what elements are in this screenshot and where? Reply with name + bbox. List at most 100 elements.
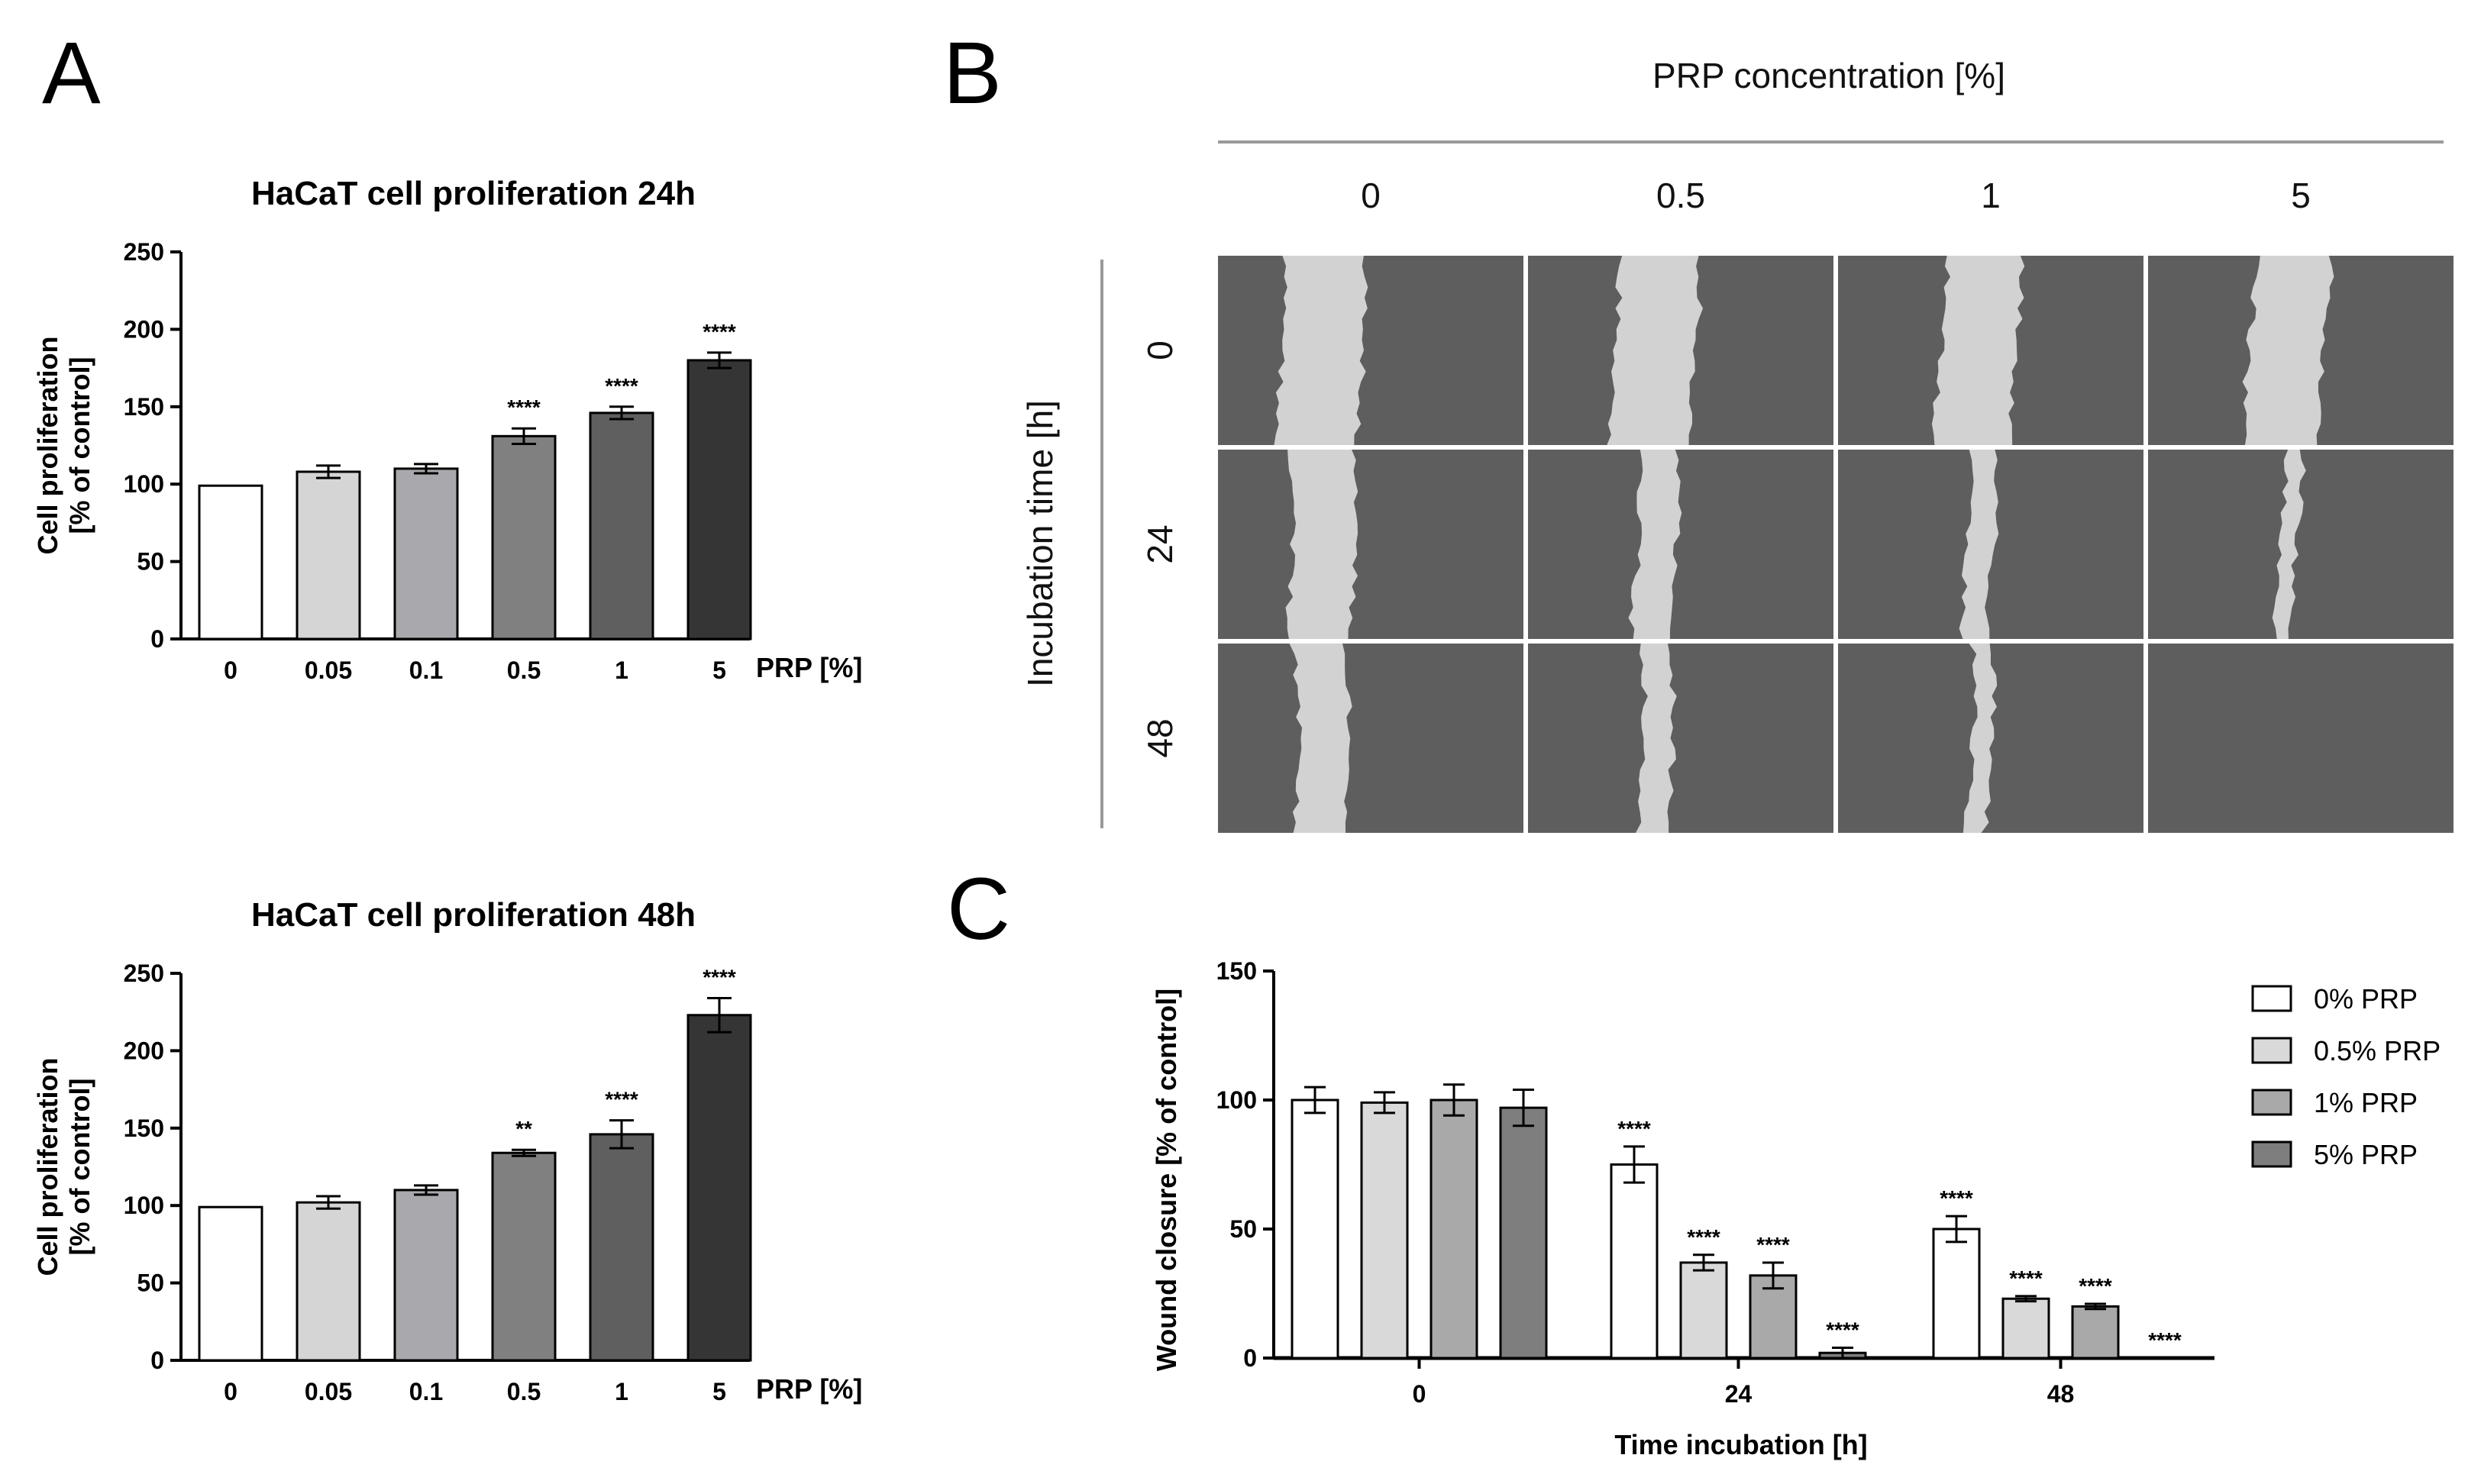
y-tick-label: 150 <box>124 393 164 421</box>
y-tick-label: 150 <box>1216 957 1257 985</box>
legend-label: 5% PRP <box>2314 1139 2418 1170</box>
y-tick-label: 0 <box>1243 1344 1257 1372</box>
y-tick-label: 150 <box>124 1115 164 1142</box>
legend-label: 0% PRP <box>2314 983 2418 1015</box>
y-tick-label: 50 <box>137 548 164 576</box>
significance-label: **** <box>1940 1186 1973 1210</box>
row-label: 0 <box>1140 340 1180 360</box>
wound-image-grid: PRP concentration [%] Incubation time [h]… <box>1020 56 2454 833</box>
wound-area <box>1931 256 2025 445</box>
row-label: 24 <box>1140 524 1180 563</box>
micrograph-cell <box>1218 644 1523 833</box>
micrograph-cell <box>1218 256 1523 445</box>
bar <box>2001 1297 2050 1360</box>
chart-wound-closure: 0 50 100 150 Wound closure [% of control] Tim… <box>1151 957 2441 1460</box>
micrograph-cell <box>2148 450 2454 639</box>
x-tick-label: 24 <box>1725 1380 1753 1408</box>
bar <box>589 411 654 640</box>
chart-title: HaCaT cell proliferation 48h <box>251 896 696 934</box>
significance-label: **** <box>1826 1318 1859 1341</box>
bar <box>393 1189 459 1362</box>
bar <box>686 359 752 640</box>
y-axis-label: [% of control] <box>64 357 95 534</box>
bar <box>198 484 263 640</box>
bar <box>1679 1261 1728 1360</box>
micrograph-cell <box>1528 450 1833 639</box>
panel-letter-c: C <box>947 860 1010 958</box>
y-axis-label: Cell proliferation <box>32 336 63 554</box>
column-label: 0.5 <box>1656 176 1705 215</box>
significance-label: **** <box>703 965 736 989</box>
y-tick-label: 0 <box>150 625 164 653</box>
wound-area <box>2272 450 2306 639</box>
column-axis-label: PRP concentration [%] <box>1652 56 2005 95</box>
bar <box>589 1133 654 1362</box>
x-axis-label: PRP [%] <box>756 1373 862 1405</box>
bar <box>296 470 361 640</box>
micrograph-cell <box>1218 450 1523 639</box>
significance-label: **** <box>507 395 541 419</box>
y-tick-label: 100 <box>124 470 164 498</box>
column-label: 0 <box>1361 176 1381 215</box>
x-tick-label: 0.05 <box>305 1378 352 1405</box>
x-tick-label: 0.05 <box>305 657 352 684</box>
y-tick-label: 0 <box>150 1347 164 1374</box>
significance-label: **** <box>703 320 736 344</box>
chart-title: HaCaT cell proliferation 24h <box>251 175 696 212</box>
x-tick-label: 0.1 <box>409 1378 443 1405</box>
significance-label: **** <box>605 1088 638 1111</box>
bar <box>198 1205 263 1362</box>
significance-label: **** <box>2009 1266 2043 1290</box>
legend-swatch <box>2251 1089 2292 1116</box>
x-tick-label: 5 <box>712 657 726 684</box>
x-tick-label: 1 <box>615 1378 628 1405</box>
significance-label: ** <box>515 1117 532 1140</box>
significance-label: **** <box>1756 1233 1790 1257</box>
wound-area <box>1607 256 1704 445</box>
x-tick-label: 0.5 <box>507 657 541 684</box>
x-tick-label: 0.1 <box>409 657 443 684</box>
bar <box>1291 1098 1339 1360</box>
x-tick-label: 0.5 <box>507 1378 541 1405</box>
bar <box>491 1151 557 1362</box>
x-tick-label: 48 <box>2047 1380 2075 1408</box>
significance-label: **** <box>2148 1328 2182 1352</box>
bar <box>686 1014 752 1362</box>
y-tick-label: 200 <box>124 1037 164 1064</box>
x-axis-label: Time incubation [h] <box>1614 1429 1867 1460</box>
column-label: 1 <box>1981 176 2001 215</box>
bar <box>1932 1228 1981 1360</box>
y-tick-label: 100 <box>1216 1086 1257 1114</box>
legend-swatch <box>2251 985 2292 1012</box>
y-tick-label: 100 <box>124 1192 164 1219</box>
wound-area <box>1636 644 1677 833</box>
significance-label: **** <box>605 374 638 398</box>
wound-area <box>1628 450 1682 639</box>
bar <box>1360 1101 1409 1360</box>
wound-area <box>1289 644 1352 833</box>
legend-label: 1% PRP <box>2314 1087 2418 1118</box>
micrograph-cell <box>1528 644 1833 833</box>
bar <box>2071 1305 2120 1360</box>
legend-swatch <box>2251 1037 2292 1064</box>
chart-proliferation-24h: HaCaT cell proliferation 24h050100150200… <box>32 175 862 684</box>
y-axis-label: Cell proliferation <box>32 1057 63 1276</box>
y-axis-label: [% of control] <box>64 1079 95 1256</box>
y-tick-label: 250 <box>124 960 164 987</box>
x-tick-label: 1 <box>615 657 628 684</box>
x-tick-label: 0 <box>1413 1380 1426 1408</box>
bar <box>296 1201 361 1362</box>
wound-area <box>1959 450 1999 639</box>
x-tick-label: 0 <box>224 1378 237 1405</box>
chart-proliferation-48h: HaCaT cell proliferation 48h050100150200… <box>32 896 862 1405</box>
row-axis-label: Incubation time [h] <box>1020 400 1060 687</box>
panel-letter-a: A <box>42 24 101 122</box>
bar <box>393 467 459 640</box>
bar <box>1499 1106 1548 1360</box>
x-axis-label: PRP [%] <box>756 652 862 683</box>
wound-area <box>1285 450 1358 639</box>
y-tick-label: 250 <box>124 238 164 266</box>
bar <box>1429 1098 1478 1360</box>
bar <box>1610 1163 1659 1360</box>
